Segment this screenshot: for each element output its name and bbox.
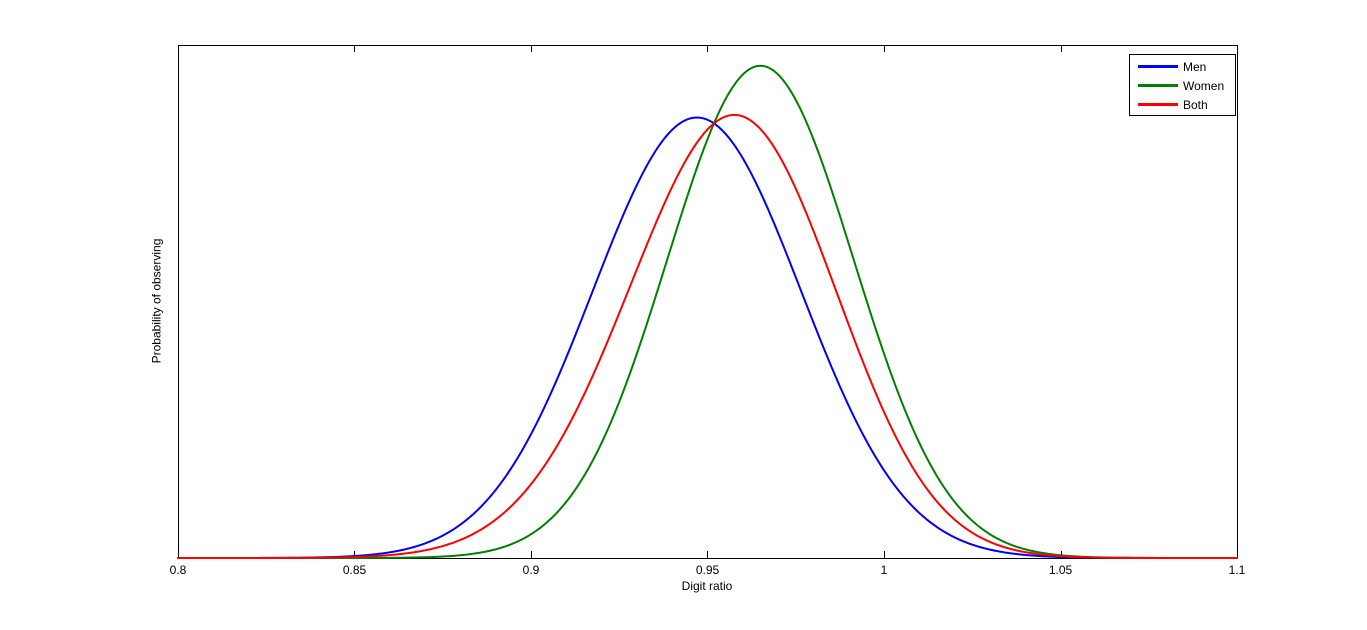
x-tick-label-0.8: 0.8 [169,563,187,577]
x-tick-label-1.1: 1.1 [1228,563,1246,577]
legend-label: Both [1183,97,1208,112]
x-tick-label-0.85: 0.85 [342,563,367,577]
legend-row-both: Both [1130,95,1235,114]
legend-line-sample-women [1138,84,1178,87]
series-curve-men [177,116,1238,559]
series-curve-women [177,64,1238,559]
x-tick-label-0.95: 0.95 [695,563,720,577]
x-tick-label-0.9: 0.9 [522,563,540,577]
legend: Men Women Both [1129,54,1236,116]
axes-box [178,45,1238,559]
x-tick-label-1: 1 [880,563,888,577]
legend-line-sample-men [1138,65,1178,68]
series-curve-both [177,113,1238,559]
legend-row-women: Women [1130,76,1235,95]
legend-row-men: Men [1130,57,1235,76]
x-tick-label-1.05: 1.05 [1048,563,1073,577]
legend-label: Women [1183,78,1225,93]
x-axis-label: Digit ratio [681,579,733,593]
legend-line-sample-both [1138,103,1178,106]
legend-label: Men [1183,59,1207,74]
y-axis-label: Probability of observing [149,238,164,364]
